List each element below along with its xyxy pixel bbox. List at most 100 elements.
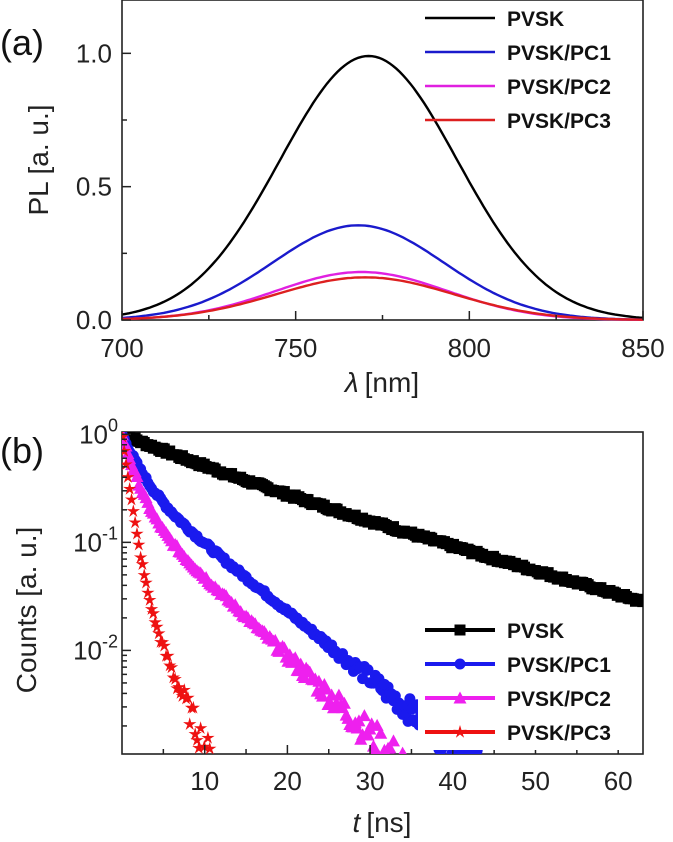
trpl-point (137, 568, 151, 581)
trpl-point (383, 741, 397, 754)
trpl-point (130, 469, 144, 482)
trpl-series-0 (122, 432, 643, 608)
trpl-point (319, 682, 333, 695)
trpl-y-axis-label: Counts [a. u.] (11, 527, 42, 694)
trpl-legend-label-0: PVSK (507, 620, 564, 643)
trpl-x-axis-unit: [ns] (366, 807, 411, 838)
trpl-point (130, 526, 144, 540)
trpl-point (157, 638, 171, 652)
trpl-point (133, 550, 148, 564)
trpl-legend-label-3: PVSK/PC3 (507, 722, 611, 745)
panel-b-label: (b) (0, 430, 44, 471)
trpl-x-axis-symbol: t (353, 807, 362, 838)
trpl-point (188, 727, 202, 740)
pl-y-tick-label-1: 0.5 (76, 172, 112, 202)
trpl-series-3 (122, 432, 217, 754)
trpl-y-tick-label-0: 100 (79, 415, 118, 449)
trpl-point (288, 651, 302, 664)
trpl-point (637, 596, 643, 608)
pl-x-tick-label-2: 800 (448, 333, 491, 363)
pl-x-axis-label: λ [nm] (343, 367, 419, 398)
trpl-point (357, 709, 371, 722)
trpl-legend-marker-2 (453, 691, 467, 704)
pl-legend-label-0: PVSK (507, 8, 564, 31)
trpl-legend: PVSK PVSK/PC1 PVSK/PC2 PVSK/PC3 (418, 610, 640, 750)
panel-a-label: (a) (0, 22, 44, 63)
trpl-legend-marker-0 (454, 624, 466, 636)
pl-legend-label-2: PVSK/PC2 (507, 76, 611, 99)
trpl-x-tick-label-3: 40 (438, 766, 467, 796)
trpl-x-axis-label: t [ns] (353, 807, 412, 838)
trpl-point (194, 721, 208, 734)
trpl-legend-marker-3 (453, 725, 467, 738)
trpl-point (386, 734, 400, 747)
pl-legend-label-3: PVSK/PC3 (507, 110, 611, 133)
trpl-y-tick-label-2: 10-2 (73, 631, 118, 665)
trpl-point (203, 741, 217, 754)
trpl-x-tick-label-2: 30 (356, 766, 385, 796)
trpl-point (190, 733, 204, 746)
trpl-point (141, 585, 155, 599)
trpl-point (163, 658, 177, 672)
trpl-point (175, 689, 190, 702)
trpl-series-2 (122, 432, 407, 754)
trpl-point (139, 575, 153, 589)
trpl-point (143, 593, 157, 606)
pl-x-tick-label-0: 700 (100, 333, 143, 363)
trpl-point (332, 688, 346, 701)
pl-y-axis-label: PL [a. u.] (23, 104, 54, 215)
trpl-point (183, 717, 197, 730)
trpl-point (126, 504, 140, 517)
trpl-legend-label-1: PVSK/PC1 (507, 654, 611, 677)
trpl-point (161, 649, 175, 662)
trpl-x-tick-label-5: 60 (604, 766, 633, 796)
trpl-point (164, 660, 179, 674)
trpl-point (148, 615, 162, 629)
trpl-ticks: 10 20 30 40 50 60 100 10-1 10-2 (73, 415, 633, 796)
pl-plot: 700 750 800 850 0.0 0.5 1.0 (76, 0, 665, 363)
trpl-legend-marker-1 (454, 658, 466, 670)
trpl-legend-label-2: PVSK/PC2 (507, 688, 611, 711)
trpl-x-tick-label-4: 50 (521, 766, 550, 796)
trpl-point (144, 602, 159, 615)
trpl-point (186, 700, 200, 714)
trpl-point (174, 686, 188, 699)
trpl-point (398, 746, 407, 754)
trpl-point (124, 492, 139, 506)
trpl-point (128, 515, 142, 529)
trpl-point (337, 696, 351, 709)
pl-series-line-1 (121, 224, 643, 321)
trpl-point (123, 482, 137, 495)
trpl-point (268, 633, 282, 646)
trpl-point (122, 470, 135, 483)
pl-y-tick-label-0: 0.0 (76, 305, 112, 335)
pl-legend: PVSK PVSK/PC1 PVSK/PC2 PVSK/PC3 (425, 8, 611, 133)
pl-ticks: 700 750 800 850 0.0 0.5 1.0 (76, 38, 665, 363)
pl-series-line-0 (121, 54, 644, 319)
trpl-point (150, 619, 164, 633)
trpl-point (168, 672, 182, 685)
pl-x-tick-label-1: 750 (274, 333, 317, 363)
trpl-point (152, 626, 166, 640)
trpl-x-tick-label-0: 10 (190, 766, 219, 796)
pl-legend-label-1: PVSK/PC1 (507, 42, 611, 65)
trpl-x-tick-label-1: 20 (273, 766, 302, 796)
trpl-point (172, 680, 186, 693)
trpl-point (181, 690, 195, 704)
trpl-point (402, 749, 407, 754)
trpl-point (155, 635, 170, 649)
trpl-point (166, 670, 180, 684)
trpl-y-tick-label-1: 10-1 (73, 523, 118, 557)
trpl-point (135, 557, 150, 570)
trpl-point (177, 683, 191, 696)
trpl-point (201, 731, 215, 744)
trpl-point (146, 606, 160, 620)
trpl-point (277, 641, 291, 654)
pl-y-tick-label-2: 1.0 (76, 38, 112, 68)
pl-x-tick-label-3: 850 (621, 333, 664, 363)
trpl-point (132, 537, 146, 551)
trpl-point (374, 726, 388, 739)
trpl-point (316, 689, 330, 702)
trpl-point (350, 721, 364, 734)
